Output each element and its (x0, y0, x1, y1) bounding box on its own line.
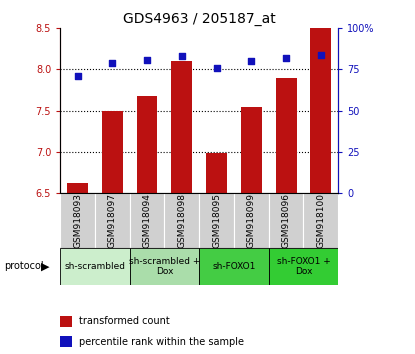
Point (317, 52, 324, 57)
Bar (276, 78, 297, 193)
Bar (95, 193, 129, 248)
Bar (164, 193, 199, 248)
Title: GDS4963 / 205187_at: GDS4963 / 205187_at (123, 12, 276, 26)
Text: GSM918098: GSM918098 (177, 193, 186, 248)
Point (248, 58, 255, 64)
Text: sh-FOXO1 +
Dox: sh-FOXO1 + Dox (276, 257, 330, 276)
Point (109, 60, 116, 66)
Text: transformed count: transformed count (79, 316, 170, 326)
Point (213, 65, 220, 71)
Text: GSM918093: GSM918093 (73, 193, 82, 248)
Text: protocol: protocol (4, 261, 44, 272)
Bar (67, 183, 88, 193)
Text: GSM918095: GSM918095 (212, 193, 221, 248)
Point (283, 55, 289, 61)
Bar (60, 316, 72, 327)
Text: GSM918100: GSM918100 (316, 193, 325, 248)
Bar (234, 193, 269, 248)
Bar (303, 193, 338, 248)
Text: GSM918094: GSM918094 (143, 193, 151, 248)
Bar (171, 61, 192, 193)
Point (178, 53, 185, 59)
Bar (130, 248, 199, 285)
Bar (60, 336, 72, 347)
Bar (199, 248, 269, 285)
Bar (60, 248, 130, 285)
Point (144, 57, 150, 62)
Text: sh-FOXO1: sh-FOXO1 (212, 262, 256, 271)
Bar (206, 153, 227, 193)
Bar (269, 248, 338, 285)
Text: ▶: ▶ (41, 261, 49, 272)
Bar (137, 96, 158, 193)
Bar (241, 107, 262, 193)
Bar (60, 193, 95, 248)
Text: sh-scrambled +
Dox: sh-scrambled + Dox (129, 257, 200, 276)
Bar (310, 28, 331, 193)
Bar (102, 111, 123, 193)
Bar (269, 193, 303, 248)
Text: GSM918096: GSM918096 (282, 193, 290, 248)
Text: percentile rank within the sample: percentile rank within the sample (79, 337, 244, 347)
Text: GSM918099: GSM918099 (247, 193, 256, 248)
Text: sh-scrambled: sh-scrambled (64, 262, 125, 271)
Bar (199, 193, 234, 248)
Text: GSM918097: GSM918097 (108, 193, 117, 248)
Point (74, 73, 81, 79)
Bar (130, 193, 164, 248)
